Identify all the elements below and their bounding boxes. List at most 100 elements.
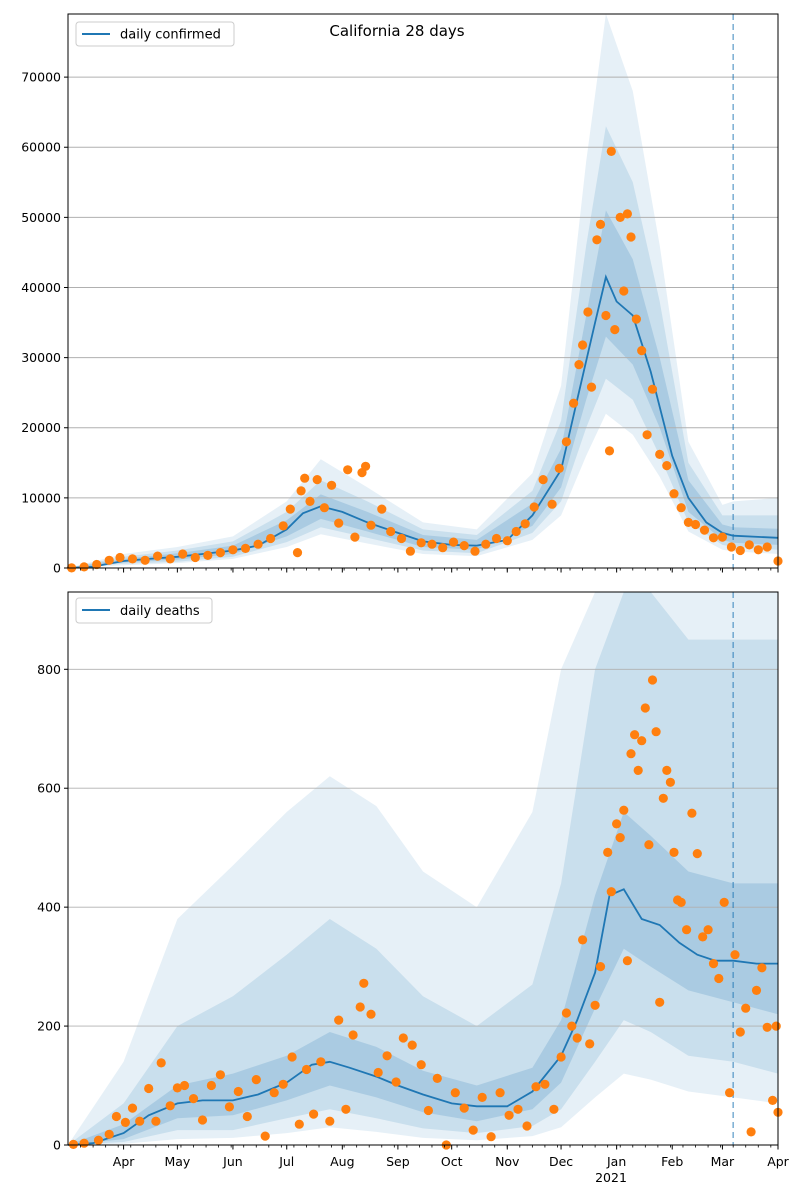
cases-observed-point — [296, 486, 306, 496]
deaths-observed-point — [682, 925, 692, 935]
cases-y-tick-label: 10000 — [21, 490, 61, 505]
deaths-observed-point — [651, 727, 661, 737]
deaths-observed-point — [771, 1021, 781, 1031]
deaths-observed-point — [450, 1088, 460, 1098]
cases-observed-point — [285, 504, 295, 514]
cases-observed-point — [153, 551, 163, 561]
deaths-observed-point — [398, 1033, 408, 1043]
deaths-observed-point — [757, 963, 767, 973]
deaths-observed-point — [260, 1131, 270, 1141]
deaths-band-middle — [68, 592, 778, 1145]
deaths-observed-point — [692, 849, 702, 859]
cases-observed-point — [655, 449, 665, 459]
cases-observed-point — [366, 520, 376, 530]
deaths-y-tick-label: 400 — [37, 900, 61, 915]
cases-gridlines — [68, 76, 778, 499]
cases-y-tick-label: 0 — [53, 561, 61, 576]
cases-observed-point — [586, 382, 597, 392]
deaths-observed-point — [665, 777, 676, 787]
cases-observed-point — [520, 519, 530, 529]
deaths-observed-point — [647, 675, 658, 685]
cases-observed-point — [762, 542, 772, 552]
cases-observed-point — [266, 533, 276, 544]
deaths-observed-point — [156, 1058, 166, 1068]
deaths-observed-point — [477, 1092, 487, 1102]
deaths-observed-point — [633, 765, 643, 776]
deaths-observed-point — [640, 703, 650, 713]
cases-observed-point — [278, 521, 288, 531]
deaths-y-tick-label: 0 — [53, 1138, 61, 1153]
deaths-observed-point — [522, 1121, 532, 1131]
deaths-observed-point — [233, 1086, 243, 1097]
x-axis-year-label: 2021 — [595, 1170, 627, 1185]
deaths-observed-point — [719, 897, 729, 908]
cases-observed-point — [626, 232, 636, 242]
cases-observed-point — [140, 555, 150, 565]
deaths-observed-point — [93, 1135, 104, 1145]
cases-observed-point — [662, 461, 672, 471]
cases-observed-point — [92, 559, 102, 570]
deaths-observed-point — [251, 1075, 261, 1085]
cases-observed-point — [538, 475, 548, 485]
deaths-observed-point — [655, 997, 665, 1007]
deaths-y-tick-label: 800 — [37, 662, 61, 677]
cases-y-tick-label: 50000 — [21, 210, 61, 225]
deaths-observed-point — [495, 1088, 505, 1098]
cases-observed-point — [405, 546, 415, 556]
cases-observed-point — [240, 543, 251, 554]
deaths-observed-point — [359, 978, 369, 988]
cases-observed-point — [726, 542, 737, 552]
deaths-observed-point — [127, 1103, 138, 1113]
cases-observed-point — [619, 286, 629, 296]
deaths-panel: 0 200 400 600 800 Apr May Jun Jul Aug Sep Oct Nov De… — [37, 591, 790, 1185]
cases-y-tick-label: 40000 — [21, 280, 61, 295]
deaths-observed-point — [590, 1000, 600, 1010]
deaths-observed-point — [612, 819, 622, 829]
cases-observed-point — [312, 475, 322, 485]
cases-observed-point — [215, 548, 225, 558]
deaths-observed-point — [391, 1077, 401, 1087]
deaths-observed-point — [179, 1080, 190, 1091]
cases-y-tick-label: 30000 — [21, 350, 61, 365]
deaths-observed-point — [111, 1111, 121, 1122]
deaths-observed-point — [585, 1039, 595, 1049]
cases-y-tick-label: 60000 — [21, 140, 61, 155]
deaths-observed-point — [341, 1104, 351, 1114]
cases-observed-point — [203, 550, 213, 561]
deaths-observed-point — [762, 1022, 772, 1032]
deaths-observed-point — [637, 736, 647, 746]
cases-axes-frame — [67, 13, 779, 569]
deaths-observed-point — [751, 985, 762, 996]
deaths-observed-point — [687, 808, 697, 818]
deaths-observed-point — [626, 749, 636, 759]
cases-observed-point — [583, 307, 593, 317]
cases-observed-point — [292, 548, 303, 558]
cases-observed-point — [319, 503, 329, 513]
deaths-observed-point — [746, 1127, 756, 1137]
cases-observed-point — [592, 235, 602, 245]
deaths-observed-point — [486, 1132, 496, 1142]
deaths-band-inner — [68, 812, 778, 1145]
deaths-observed-point — [619, 805, 629, 815]
deaths-observed-point — [595, 962, 606, 972]
deaths-x-tick-label: Oct — [441, 1154, 463, 1169]
deaths-observed-point — [144, 1083, 154, 1094]
cases-y-axis: 0 10000 20000 30000 40000 50000 60000 70000 — [21, 70, 68, 576]
deaths-x-tick-label: Feb — [661, 1154, 683, 1169]
cases-band-outer — [68, 14, 778, 568]
cases-observed-point — [228, 545, 238, 555]
deaths-observed-point — [725, 1088, 735, 1098]
deaths-observed-point — [540, 1079, 550, 1089]
deaths-y-axis: 0 200 400 600 800 — [37, 662, 68, 1153]
deaths-observed-point — [151, 1116, 161, 1126]
deaths-x-tick-label: Jul — [278, 1154, 294, 1169]
cases-observed-point — [178, 549, 188, 559]
deaths-observed-point — [459, 1103, 469, 1113]
deaths-observed-point — [120, 1117, 130, 1127]
cases-observed-point — [637, 346, 647, 356]
deaths-observed-point — [578, 935, 588, 945]
deaths-observed-point — [730, 950, 740, 960]
cases-observed-point — [690, 519, 701, 530]
deaths-y-tick-label: 200 — [37, 1019, 61, 1034]
deaths-observed-point — [698, 932, 708, 942]
